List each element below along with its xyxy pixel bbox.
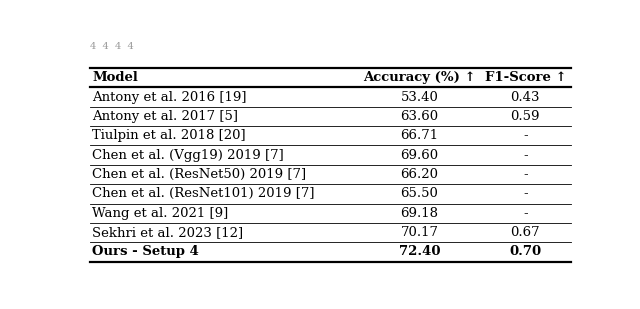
- Text: Antony et al. 2017 [5]: Antony et al. 2017 [5]: [92, 110, 239, 123]
- Text: -: -: [523, 207, 527, 220]
- Text: 69.18: 69.18: [401, 207, 438, 220]
- Text: Model: Model: [92, 71, 138, 84]
- Text: 0.67: 0.67: [511, 226, 540, 239]
- Text: 69.60: 69.60: [401, 149, 438, 162]
- Text: 70.17: 70.17: [401, 226, 438, 239]
- Text: Antony et al. 2016 [19]: Antony et al. 2016 [19]: [92, 91, 247, 104]
- Text: -: -: [523, 187, 527, 200]
- Text: Tiulpin et al. 2018 [20]: Tiulpin et al. 2018 [20]: [92, 129, 246, 142]
- Text: 65.50: 65.50: [401, 187, 438, 200]
- Text: Wang et al. 2021 [9]: Wang et al. 2021 [9]: [92, 207, 228, 220]
- Text: Sekhri et al. 2023 [12]: Sekhri et al. 2023 [12]: [92, 226, 244, 239]
- Text: Chen et al. (Vgg19) 2019 [7]: Chen et al. (Vgg19) 2019 [7]: [92, 149, 284, 162]
- Text: -: -: [523, 168, 527, 181]
- Text: -: -: [523, 149, 527, 162]
- Text: 72.40: 72.40: [399, 245, 440, 258]
- Text: 63.60: 63.60: [401, 110, 438, 123]
- Text: 0.70: 0.70: [509, 245, 541, 258]
- Text: 66.20: 66.20: [401, 168, 438, 181]
- Text: Ours - Setup 4: Ours - Setup 4: [92, 245, 199, 258]
- Text: F1-Score ↑: F1-Score ↑: [484, 71, 566, 84]
- Text: 0.43: 0.43: [511, 91, 540, 104]
- Text: 66.71: 66.71: [401, 129, 438, 142]
- Text: Chen et al. (ResNet50) 2019 [7]: Chen et al. (ResNet50) 2019 [7]: [92, 168, 307, 181]
- Text: 0.59: 0.59: [511, 110, 540, 123]
- Text: Accuracy (%) ↑: Accuracy (%) ↑: [363, 71, 476, 84]
- Text: 4  4  4  4: 4 4 4 4: [90, 42, 134, 51]
- Text: -: -: [523, 129, 527, 142]
- Text: 53.40: 53.40: [401, 91, 438, 104]
- Text: Chen et al. (ResNet101) 2019 [7]: Chen et al. (ResNet101) 2019 [7]: [92, 187, 315, 200]
